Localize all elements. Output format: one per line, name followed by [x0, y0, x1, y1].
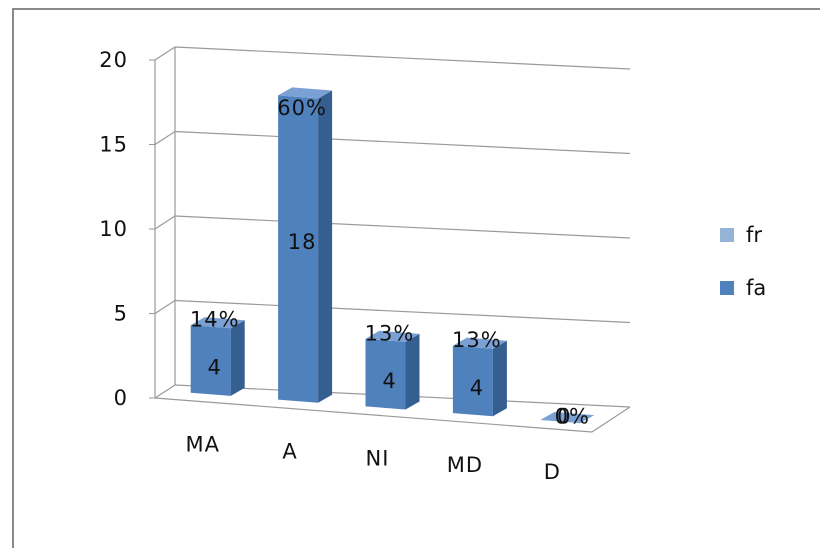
- bar-top: [365, 330, 420, 342]
- bar-side: [230, 320, 245, 396]
- x-tick-label: MA: [185, 433, 219, 457]
- gridline: [174, 130, 631, 155]
- legend: fr fa: [720, 223, 766, 300]
- bars: 4 14% 18 60% 4 13% 4 13% 00%: [190, 87, 595, 429]
- x-tick-labels: MA A NI MD D: [185, 433, 561, 484]
- data-label-fr: 13%: [452, 328, 502, 352]
- gridline-side: [154, 215, 176, 230]
- bar-side: [405, 333, 420, 410]
- legend-label: fr: [746, 223, 762, 247]
- y-tick-label: 0: [114, 386, 128, 410]
- bar-front: [452, 345, 493, 417]
- data-label-fa: 4: [208, 356, 222, 380]
- gridline: [174, 299, 631, 324]
- x-axis-line: [154, 397, 593, 433]
- data-label-fa: 0: [557, 405, 571, 429]
- x-tick-label: D: [544, 460, 561, 484]
- bar-top: [278, 87, 333, 99]
- bar-side: [492, 340, 507, 417]
- gridline: [174, 215, 631, 239]
- gridline-side: [154, 384, 176, 399]
- bar-a: 18 60%: [277, 87, 333, 403]
- y-tick-label: 20: [99, 48, 128, 72]
- data-label-fr: 13%: [365, 321, 415, 345]
- x-tick-label: NI: [366, 446, 390, 470]
- x-tick-label: MD: [447, 453, 483, 477]
- data-label-fr: 60%: [277, 96, 327, 120]
- bar-ma: 4 14%: [190, 308, 245, 396]
- data-label-fa: 18: [288, 230, 317, 254]
- y-tick-label: 5: [114, 302, 128, 326]
- legend-item-fr: fr: [720, 223, 762, 247]
- data-label-fr: 14%: [190, 308, 240, 332]
- gridline-side: [154, 130, 176, 146]
- chart-frame: [12, 8, 820, 548]
- bar-front: [365, 338, 406, 410]
- gridline: [174, 46, 631, 70]
- floor-edge: [591, 406, 631, 433]
- legend-label: fa: [746, 276, 766, 300]
- y-tick-label: 15: [99, 133, 128, 157]
- data-label-fr: 0%: [555, 405, 590, 429]
- bar-md: 4 13%: [452, 328, 507, 417]
- data-label-fa: 4: [470, 376, 484, 400]
- bar-d: 00%: [540, 405, 595, 429]
- gridline-side: [154, 46, 176, 61]
- bar-top: [540, 411, 595, 424]
- y-tick-labels: 0 5 10 15 20: [99, 48, 155, 410]
- bar-side: [318, 90, 333, 403]
- bar-top: [452, 337, 507, 349]
- y-tick-label: 10: [99, 217, 128, 241]
- bar-front: [278, 95, 319, 403]
- legend-swatch: [720, 281, 734, 295]
- bar-top: [190, 317, 245, 329]
- legend-item-fa: fa: [720, 276, 766, 300]
- data-label-fa: 4: [382, 369, 396, 393]
- bar-ni: 4 13%: [365, 321, 420, 410]
- bar-front: [190, 325, 231, 396]
- gridline-side: [154, 299, 176, 315]
- x-tick-label: A: [282, 440, 297, 464]
- legend-swatch: [720, 228, 734, 242]
